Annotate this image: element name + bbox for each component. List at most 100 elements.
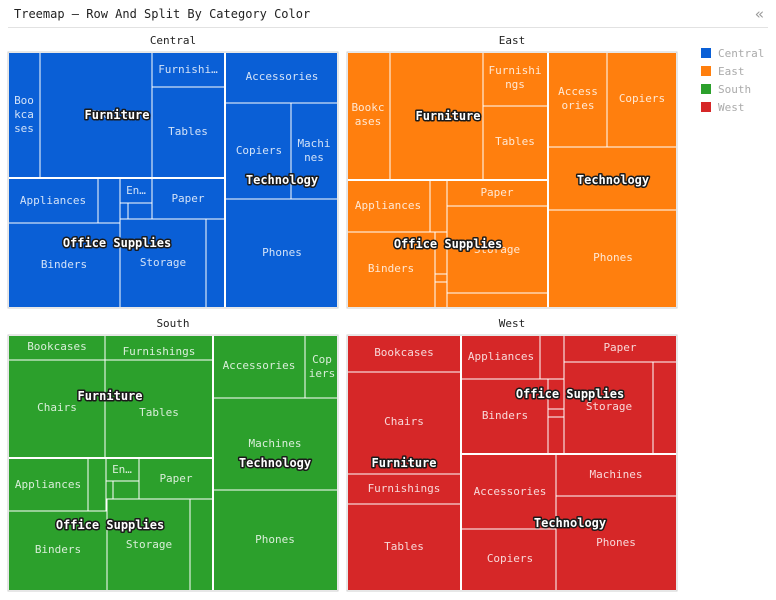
tile-central-chairs[interactable] [39,51,153,179]
tile-south-art[interactable] [87,457,107,512]
tile-central-appliances[interactable] [7,177,99,224]
tile-label-furnishings-line: Furnishings [123,345,196,358]
tile-west-storage[interactable] [563,361,654,455]
tile-label-machines: Machines [249,437,302,450]
region-central: Central Boo kca ses Chairs Furnishi… Tables App… [7,34,339,309]
tile-label-bookcases-line: Boo [14,94,34,107]
category-label-technology-line: Technology [246,173,318,187]
tile-label-bookcases: Bookcases [374,346,434,359]
legend-swatch-east [701,66,711,76]
tile-label-copiers-line: Copiers [487,552,533,565]
tile-east-fasteners[interactable] [434,273,448,283]
tile-south-paper[interactable] [138,457,214,500]
tile-east-supplies[interactable] [446,292,549,309]
tile-west-paper[interactable] [563,334,678,363]
tile-west-appliances[interactable] [460,334,541,380]
category-office-supplies: Appliances En… Paper Binders Storage [7,177,226,309]
tile-central-phones[interactable] [224,198,339,309]
tile-central-art[interactable] [97,177,121,224]
tile-label-binders-line: Binders [35,543,81,556]
region-title-south-line: South [156,317,189,330]
tile-south-machines[interactable] [212,397,339,491]
tile-west-phones[interactable] [555,495,678,592]
tile-central-fasteners[interactable] [119,202,129,220]
legend-item-east[interactable]: East [701,62,764,80]
tile-south-tables[interactable] [104,359,214,459]
tile-west-binders[interactable] [460,378,549,455]
tile-west-chairs[interactable] [346,371,462,475]
category-label-furniture: Furniture [415,109,480,123]
tile-south-labels[interactable] [112,480,140,500]
tile-east-labels[interactable] [434,281,448,309]
tile-central-supplies[interactable] [205,218,226,309]
legend-label-west: West [718,100,745,114]
tile-label-storage-line: Storage [140,256,186,269]
tile-label-tables: Tables [495,135,535,148]
tile-east-copiers[interactable] [606,51,678,148]
tile-label-machines-line: nes [304,151,324,164]
tile-label-furnishings-line: Furnishi… [158,63,218,76]
tile-central-machines[interactable] [290,102,339,200]
legend-item-west[interactable]: West [701,98,764,116]
tile-south-chairs[interactable] [7,359,106,459]
tile-label-appliances: Appliances [15,478,81,491]
tile-east-binders[interactable] [346,231,436,309]
tile-label-bookcases-line: ses [14,122,34,135]
tile-east-tables[interactable] [482,105,549,181]
region-title-west-line: West [499,317,526,330]
tile-central-storage[interactable] [119,218,207,309]
tile-central-paper[interactable] [151,177,226,220]
tile-label-furnishings: Furnishings [368,482,441,495]
tile-label-paper: Paper [171,192,204,205]
legend-item-south[interactable]: South [701,80,764,98]
tile-central-copiers[interactable] [224,102,292,200]
collapse-panel-icon[interactable]: « [754,5,764,23]
tile-label-appliances: Appliances [20,194,86,207]
tile-south-accessories[interactable] [212,334,306,399]
tile-west-machines[interactable] [555,453,678,497]
title-divider [8,27,768,28]
region-west: West Bookcases Chairs Furnishings Tables Appl… [346,317,678,592]
tile-east-machines[interactable] [547,146,678,211]
tile-label-appliances-line: Appliances [20,194,86,207]
tile-south-supplies[interactable] [189,498,214,592]
legend-item-central[interactable]: Central [701,44,764,62]
category-label-furniture-line: Furniture [77,389,142,403]
tile-west-supplies[interactable] [652,361,678,455]
tile-label-tables: Tables [139,406,179,419]
tile-label-furnishings: Furnishings [123,345,196,358]
tile-east-phones[interactable] [547,209,678,309]
tile-east-chairs[interactable] [389,51,484,181]
tile-east-storage[interactable] [446,205,549,294]
category-label-furniture-line: Furniture [415,109,480,123]
category-label-office-supplies-line: Office Supplies [63,236,171,250]
tile-central-labels[interactable] [127,202,153,220]
tile-label-accessories-line: Accessories [246,70,319,83]
tile-label-chairs: Chairs [90,108,130,121]
tile-west-bookcases[interactable] [346,334,462,373]
region-frame [7,51,339,309]
tile-label-phones-line: Phones [593,251,633,264]
region-title-central-line: Central [150,34,196,47]
region-frame [346,51,678,309]
tile-west-fasteners[interactable] [547,408,565,418]
tile-label-appliances-line: Appliances [15,478,81,491]
tile-south-fasteners[interactable] [105,480,114,500]
tile-south-phones[interactable] [212,489,339,592]
tile-east-furnishings[interactable] [482,51,549,107]
tile-label-phones: Phones [593,251,633,264]
legend-label-east: East [718,64,745,78]
tile-west-labels[interactable] [547,416,565,455]
tile-west-art[interactable] [539,334,565,380]
tile-label-copiers-line: Copiers [619,92,665,105]
tile-west-copiers[interactable] [460,528,557,592]
tile-east-art[interactable] [429,179,448,233]
tile-label-phones-line: Phones [596,536,636,549]
tile-label-binders-line: Binders [41,258,87,271]
tile-label-copiers: Copiers [619,92,665,105]
tile-central-envelopes[interactable] [119,177,153,204]
tile-central-tables[interactable] [151,86,226,179]
